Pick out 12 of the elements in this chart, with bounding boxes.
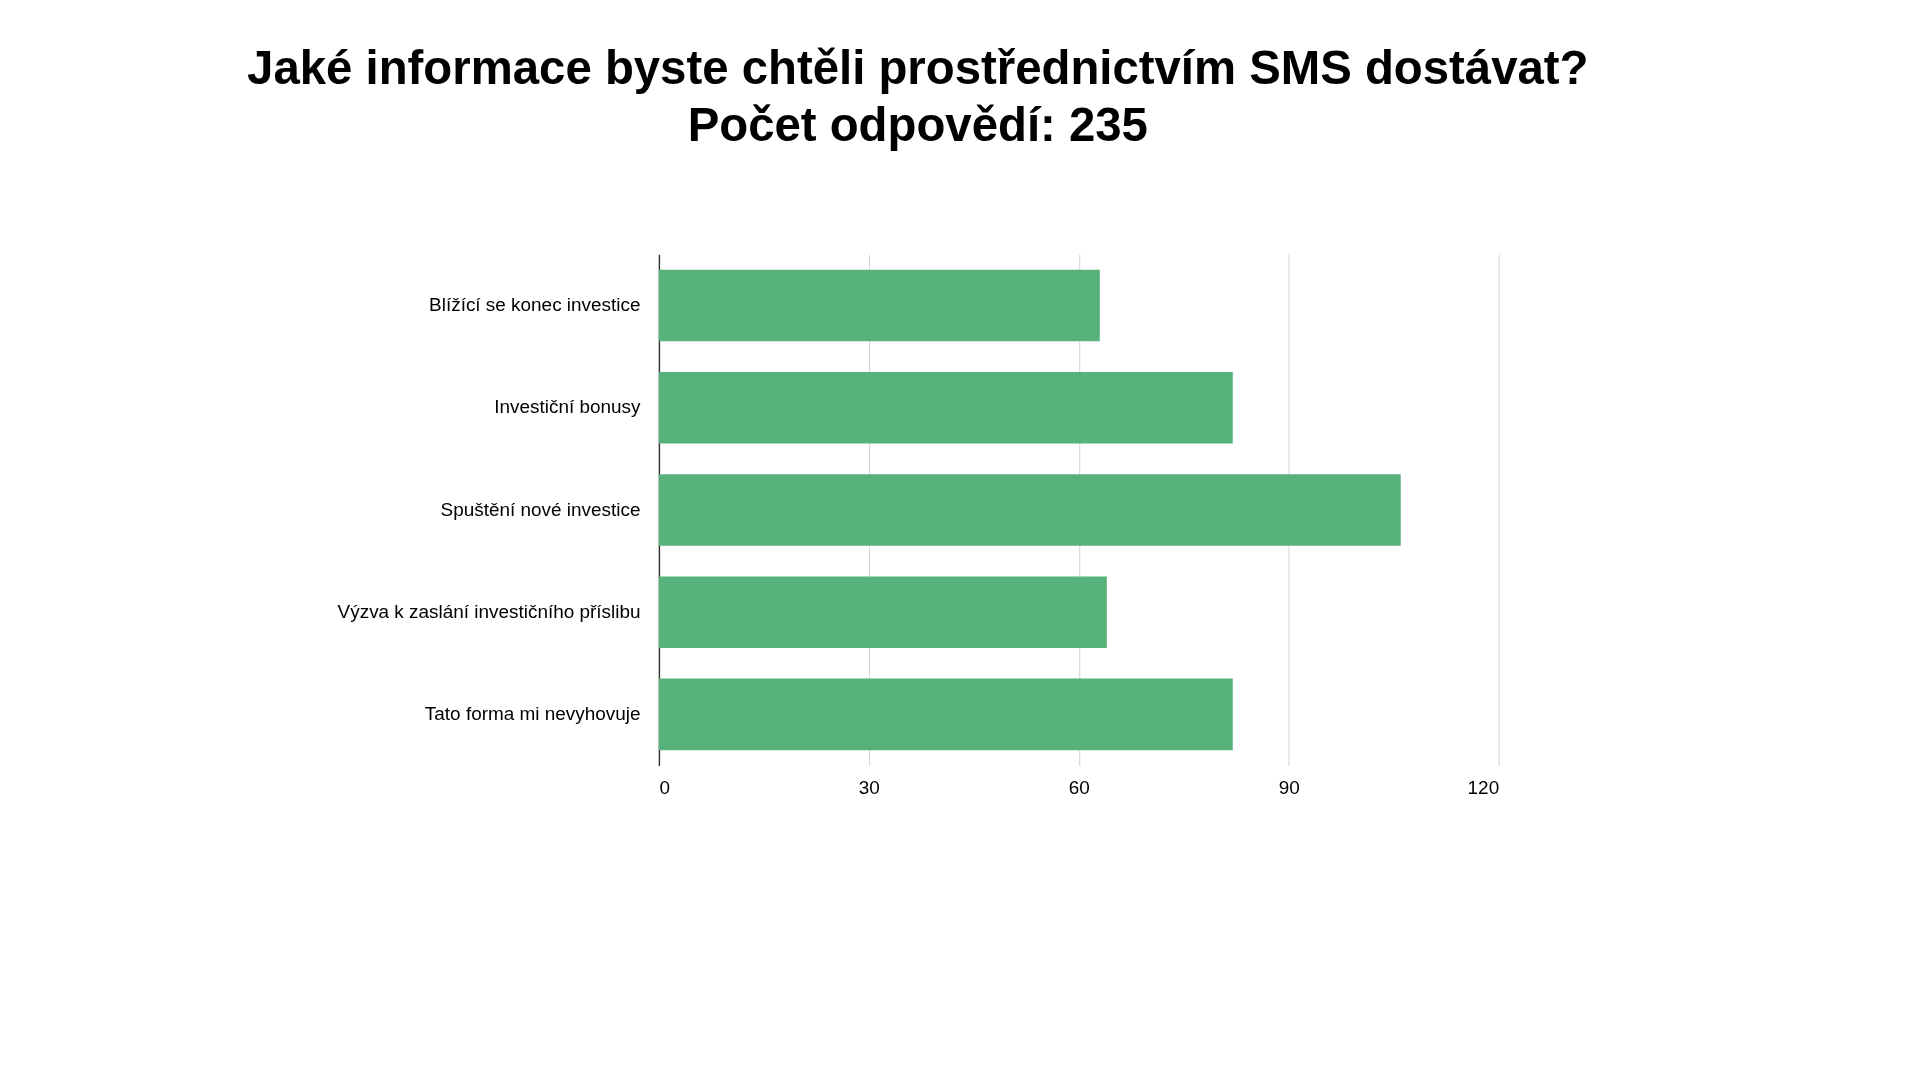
x-tick-label: 0 [659, 777, 670, 799]
y-tick-label: Blížící se konec investice [429, 294, 641, 316]
y-tick-label: Spuštění nové investice [440, 498, 641, 520]
x-tick-label: 30 [858, 777, 880, 799]
y-tick-label: Výzva k zaslání investičního příslibu [337, 600, 641, 622]
y-tick-label: Tato forma mi nevyhovuje [424, 703, 641, 725]
x-tick-label: 120 [1467, 777, 1500, 799]
y-tick-label: Investiční bonusy [494, 396, 642, 418]
x-tick-label: 60 [1068, 777, 1090, 799]
x-tick-label: 90 [1278, 777, 1300, 799]
text: Počet odpovědí: 235 [687, 97, 1148, 151]
text: Jaké informace byste chtěli prostřednictvím SMS dostávat? [247, 40, 1589, 94]
